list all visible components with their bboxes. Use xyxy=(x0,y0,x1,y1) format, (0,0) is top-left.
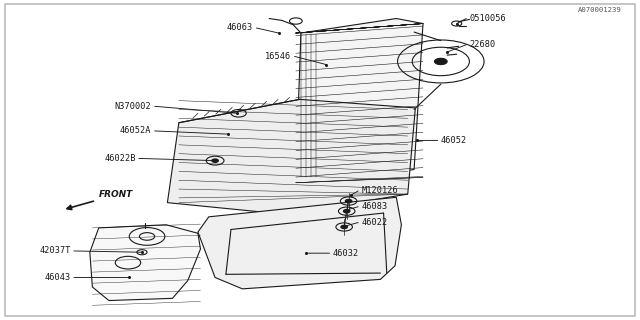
Polygon shape xyxy=(296,19,423,183)
Polygon shape xyxy=(168,99,415,214)
Text: 46052A: 46052A xyxy=(120,126,152,135)
Text: 22680: 22680 xyxy=(469,40,495,49)
Text: 46022B: 46022B xyxy=(104,154,136,163)
Text: 46043: 46043 xyxy=(45,273,71,282)
Text: N370002: N370002 xyxy=(115,102,152,111)
Text: 0510056: 0510056 xyxy=(469,14,506,23)
Text: M120126: M120126 xyxy=(362,187,398,196)
Circle shape xyxy=(212,159,218,162)
Circle shape xyxy=(346,199,352,203)
Circle shape xyxy=(344,210,350,213)
Polygon shape xyxy=(90,225,200,300)
Text: 46022: 46022 xyxy=(362,218,388,227)
Text: 46052: 46052 xyxy=(441,136,467,145)
Polygon shape xyxy=(198,197,401,289)
Circle shape xyxy=(341,225,348,228)
Text: 46032: 46032 xyxy=(333,249,359,258)
Text: FRONT: FRONT xyxy=(99,190,133,199)
Text: 46083: 46083 xyxy=(362,202,388,211)
Text: 42037T: 42037T xyxy=(39,246,71,255)
Text: 46063: 46063 xyxy=(227,23,253,33)
Text: 16546: 16546 xyxy=(265,52,291,61)
Circle shape xyxy=(435,58,447,65)
Text: A070001239: A070001239 xyxy=(579,7,622,13)
